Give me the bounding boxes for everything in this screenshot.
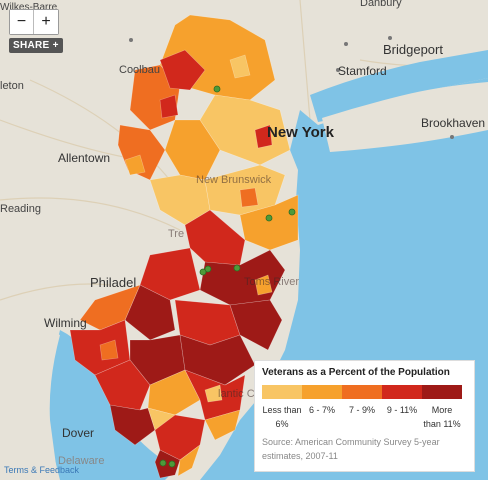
zoom-out-button[interactable]: −: [10, 10, 34, 34]
place-stamford: Stamford: [338, 64, 387, 78]
zoom-control: − +: [9, 9, 59, 35]
place-coolbaugh: Coolbau: [119, 64, 160, 76]
place-atlantic-city: lantic Ci: [218, 388, 258, 400]
place-wilkes: Wilkes-Barre: [0, 2, 58, 13]
legend-swatch-less-than-6: [262, 385, 302, 399]
place-trenton: Tre: [168, 228, 185, 240]
legend-title: Veterans as a Percent of the Population: [262, 367, 450, 378]
place-delaware: Delaware: [58, 455, 105, 467]
legend-label-6-7: 6 - 7%: [308, 405, 335, 415]
legend-label-more-than-11: More than 11%: [423, 405, 461, 429]
legend-label-7-9: 7 - 9%: [348, 405, 375, 415]
place-allentown: Allentown: [58, 151, 111, 165]
place-brookhaven: Brookhaven: [421, 116, 486, 130]
legend-source: Source: American Community Survey 5-year…: [262, 437, 440, 461]
place-danbury: Danbury: [360, 0, 402, 9]
share-button[interactable]: SHARE +: [9, 38, 63, 53]
legend-swatch-7-9: [342, 385, 382, 399]
place-bridgeport: Bridgeport: [383, 42, 443, 57]
place-eleton: leton: [0, 80, 24, 92]
terms-feedback-link[interactable]: Terms & Feedback: [4, 465, 80, 475]
legend-swatch-6-7: [302, 385, 342, 399]
place-new-brunswick: New Brunswick: [196, 174, 272, 186]
zoom-in-button[interactable]: +: [34, 10, 58, 34]
legend-swatch-more-than-11: [422, 385, 462, 399]
legend-label-9-11: 9 - 11%: [386, 405, 418, 415]
legend-label-less-than-6: Less than 6%: [262, 405, 302, 429]
place-reading: Reading: [0, 203, 41, 215]
legend-swatch-9-11: [382, 385, 422, 399]
place-philadelphia: Philadel: [90, 275, 137, 290]
base-markers[interactable]: [159, 85, 296, 468]
place-dover: Dover: [62, 426, 95, 440]
map-legend: Veterans as a Percent of the Population …: [254, 360, 475, 472]
legend-color-scale: [262, 385, 467, 399]
long-island-sound: [310, 50, 488, 122]
nj-counties: [69, 14, 299, 479]
place-new-york: New York: [267, 124, 334, 141]
place-toms-river: Toms River: [244, 276, 300, 288]
long-island: [322, 82, 488, 152]
place-wilmington: Wilming: [44, 316, 87, 330]
